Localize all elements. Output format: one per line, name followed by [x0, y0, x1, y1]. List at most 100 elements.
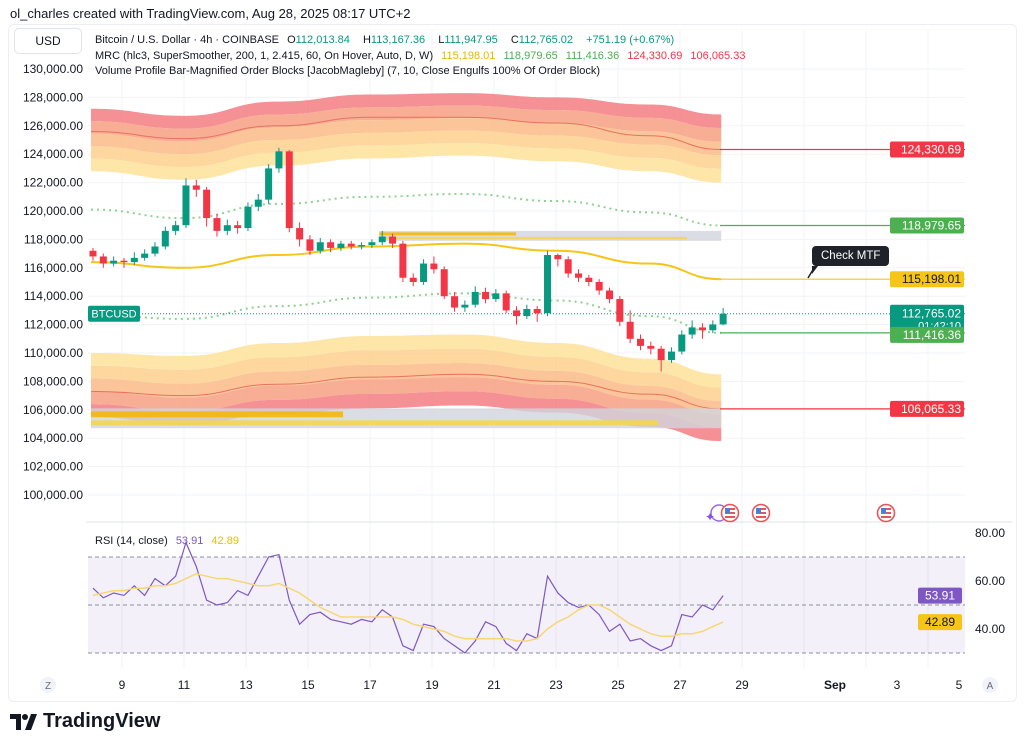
candle-down [533, 308, 541, 314]
candle-down [502, 293, 510, 311]
time-axis-label: 21 [487, 678, 501, 692]
lower-green-price-badge-text: 111,416.36 [903, 328, 962, 342]
price-axis-label: 102,000.00 [23, 460, 83, 474]
candle-down [513, 310, 521, 317]
candle-up [471, 291, 479, 305]
lower-green-price-badge [890, 326, 964, 343]
attribution: ol_charles created with TradingView.com,… [10, 6, 411, 21]
order-block-volume-bar [91, 411, 344, 418]
rsi-axis-label: 40.00 [975, 622, 1005, 636]
candle-up [544, 255, 552, 314]
flag-stripe [725, 514, 735, 516]
mrc-mean-value: 115,198.01 [441, 50, 496, 62]
mrc-lower-band [91, 348, 722, 401]
last-price-badge [890, 304, 964, 333]
flag-canton [725, 508, 730, 513]
open-label: O [287, 34, 296, 46]
price-axis-label: 118,000.00 [24, 232, 83, 246]
candle-up [709, 324, 717, 331]
rsi-axis-label: 60.00 [975, 574, 1005, 588]
mrc-lower-band [91, 377, 722, 428]
high-label: H [362, 34, 371, 46]
candle-up [161, 230, 169, 247]
candle-up [688, 327, 696, 335]
flag-canton [881, 508, 886, 513]
flag-stripe [756, 514, 766, 516]
time-axis-label: Sep [824, 678, 846, 692]
upper-green-price-badge-text: 118,979.65 [902, 218, 961, 232]
rsi-value-badge-text: 53.91 [925, 589, 955, 603]
candle-down [99, 256, 107, 264]
candle-down [554, 255, 562, 260]
candle-down [698, 327, 706, 331]
r2-price-badge [890, 400, 964, 417]
upper-green-price-badge [890, 217, 964, 234]
currency-button[interactable]: USD [14, 28, 82, 54]
candle-down [606, 290, 613, 300]
candle-down [409, 277, 417, 282]
candle-up [420, 263, 428, 282]
price-axis-label: 108,000.00 [23, 374, 83, 388]
candle-down [564, 259, 572, 274]
candle-down [213, 218, 221, 231]
time-axis-label: 3 [894, 678, 901, 692]
r1-price-badge-text: 124,330.69 [901, 143, 961, 157]
time-axis-label: 27 [673, 678, 687, 692]
price-axis-label: 122,000.00 [23, 176, 83, 190]
mrc-upper-band [91, 93, 722, 129]
symbol-legend[interactable]: Bitcoin / U.S. Dollar · 4h · COINBASE O1… [95, 34, 679, 46]
rsi-ma-value: 42.89 [211, 535, 239, 547]
flag-canton [756, 508, 761, 513]
order-block-volume-bar [379, 232, 517, 236]
open-value: 112,013.84 [295, 34, 350, 46]
candle-down [399, 243, 407, 278]
price-axis-label: 124,000.00 [23, 147, 83, 161]
candle-up [316, 242, 324, 251]
candle-up [368, 242, 376, 246]
us-flag-event-icon[interactable] [876, 503, 896, 523]
mrc-upper-band [91, 130, 722, 169]
candle-down [430, 263, 438, 270]
high-value: 113,167.36 [370, 34, 426, 46]
a-icon[interactable] [982, 677, 998, 693]
mrc-legend[interactable]: MRC (hlc3, SuperSmoother, 200, 1, 2.415,… [95, 50, 750, 62]
candle-up [130, 257, 138, 263]
symbol-tag [88, 305, 140, 322]
logo-text: TradingView [43, 710, 161, 732]
price-axis-label: 110,000.00 [24, 346, 83, 360]
a-icon-label: A [987, 681, 994, 692]
mean-price-badge [890, 271, 964, 288]
time-axis-label: 29 [735, 678, 749, 692]
candle-up [141, 253, 149, 258]
candle-down [120, 260, 128, 263]
candle-up [523, 308, 531, 317]
rsi-legend[interactable]: RSI (14, close) 53.91 42.89 [95, 535, 244, 547]
mrc-title: MRC (hlc3, SuperSmoother, 200, 1, 2.415,… [95, 50, 434, 62]
candle-down [89, 250, 97, 257]
vp-title: Volume Profile Bar-Magnified Order Block… [95, 65, 601, 77]
price-axis-label: 112,000.00 [24, 318, 83, 332]
us-flag-event-icon[interactable] [720, 503, 740, 523]
candle-up [719, 313, 727, 325]
candle-down [657, 348, 665, 361]
close-value: 112,765.02 [518, 34, 574, 46]
price-axis-label: 100,000.00 [23, 488, 83, 502]
time-axis-label: 9 [119, 678, 126, 692]
us-flag-event-icon[interactable] [751, 503, 771, 523]
candle-up [358, 245, 366, 247]
mrc-upper-value: 118,979.65 [503, 50, 558, 62]
z-icon[interactable] [40, 677, 56, 693]
candle-up [172, 225, 180, 231]
candle-down [451, 296, 459, 308]
candle-up [667, 351, 675, 361]
chart-frame [8, 24, 1017, 702]
candle-down [327, 242, 335, 248]
candle-up [182, 185, 190, 226]
time-axis-label: 15 [301, 678, 315, 692]
price-axis-label: 126,000.00 [23, 119, 83, 133]
check-mtf-annotation[interactable]: Check MTF [812, 246, 890, 274]
candle-down [203, 189, 211, 219]
last-price-text: 112,765.02 [902, 307, 961, 321]
vp-legend[interactable]: Volume Profile Bar-Magnified Order Block… [95, 65, 605, 77]
